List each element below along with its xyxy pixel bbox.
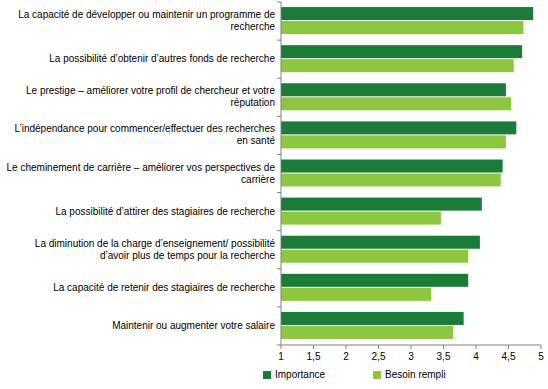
category-label: Le prestige – améliorer votre profil de …: [5, 85, 275, 109]
x-tick-label: 1,5: [307, 351, 321, 362]
category-tick: [277, 192, 281, 193]
bar: [281, 288, 431, 301]
bar: [281, 212, 441, 225]
x-tick-label: 3,5: [437, 351, 451, 362]
bar: [281, 326, 453, 339]
legend-swatch: [263, 371, 271, 379]
category-label: La capacité de développer ou maintenir u…: [5, 9, 275, 33]
bar: [281, 97, 511, 110]
category-label: La capacité de retenir des stagiaires de…: [5, 282, 275, 294]
x-tick: [443, 345, 444, 349]
x-tick-label: 2,5: [372, 351, 386, 362]
x-tick: [281, 345, 282, 349]
category-label: Le cheminement de carrière – améliorer v…: [5, 162, 275, 186]
category-label: Maintenir ou augmenter votre salaire: [5, 320, 275, 332]
bar: [281, 45, 522, 58]
x-tick: [313, 345, 314, 349]
x-tick: [476, 345, 477, 349]
y-axis-line: [281, 2, 282, 345]
category-tick: [277, 116, 281, 117]
x-tick: [378, 345, 379, 349]
x-tick-label: 4: [473, 351, 479, 362]
category-label: L’indépendance pour commencer/effectuer …: [5, 123, 275, 147]
x-tick: [541, 345, 542, 349]
bar: [281, 59, 514, 72]
bar: [281, 198, 482, 211]
bars: [281, 7, 533, 339]
x-tick-label: 4,5: [502, 351, 516, 362]
bar: [281, 83, 506, 96]
bar: [281, 21, 523, 34]
x-tick: [411, 345, 412, 349]
bar: [281, 236, 480, 249]
category-tick: [277, 230, 281, 231]
category-tick: [277, 268, 281, 269]
category-tick: [277, 40, 281, 41]
bar: [281, 160, 503, 173]
bar: [281, 7, 533, 20]
category-label: La diminution de la charge d’enseignemen…: [5, 238, 275, 262]
category-tick: [277, 154, 281, 155]
bar: [281, 135, 506, 148]
legend-label: Importance: [275, 369, 325, 380]
bar: [281, 250, 468, 263]
category-tick: [277, 78, 281, 79]
category-label: La possibilité d’attirer des stagiaires …: [5, 206, 275, 218]
category-label: La possibilité d’obtenir d’autres fonds …: [5, 53, 275, 65]
legend-label: Besoin rempli: [385, 369, 446, 380]
x-tick-label: 3: [408, 351, 414, 362]
bar: [281, 312, 464, 325]
bar: [281, 174, 501, 187]
x-tick: [508, 345, 509, 349]
category-tick: [277, 306, 281, 307]
x-tick-label: 2: [343, 351, 349, 362]
bar: [281, 121, 516, 134]
legend-swatch: [373, 371, 381, 379]
x-tick-label: 1: [278, 351, 284, 362]
bar: [281, 274, 468, 287]
x-tick-label: 5: [538, 351, 544, 362]
x-tick: [346, 345, 347, 349]
category-tick: [277, 345, 281, 346]
category-tick: [277, 2, 281, 3]
